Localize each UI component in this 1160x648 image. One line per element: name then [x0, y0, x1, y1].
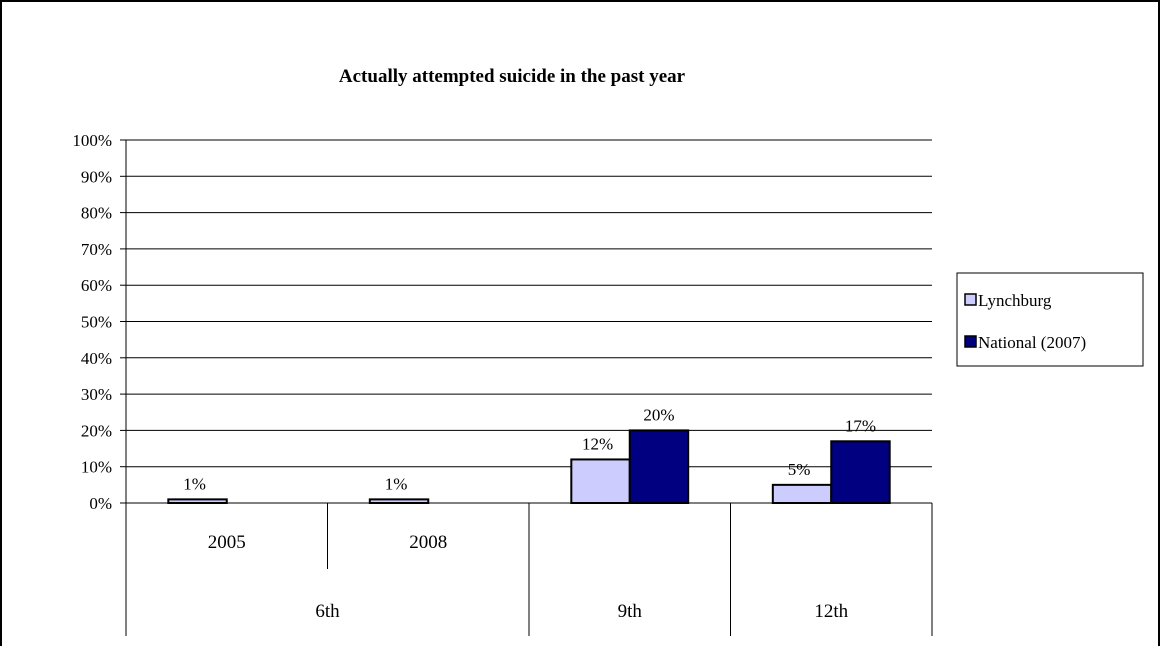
chart-title: Actually attempted suicide in the past y… — [339, 66, 686, 87]
x-category-label: 2008 — [409, 532, 447, 553]
data-label: 1% — [385, 474, 408, 493]
y-tick-label: 30% — [81, 385, 112, 404]
bar-national-2007- — [830, 440, 891, 505]
data-label: 17% — [845, 416, 876, 435]
y-tick-label: 60% — [81, 276, 112, 295]
bar-lynchburg — [771, 483, 833, 505]
bar-lynchburg — [368, 498, 430, 504]
x-group-label: 9th — [618, 601, 643, 622]
legend-swatch — [964, 293, 977, 306]
legend-label: National (2007) — [978, 333, 1086, 352]
data-label: 5% — [788, 460, 811, 479]
legend-label: Lynchburg — [978, 291, 1052, 310]
y-tick-label: 90% — [81, 167, 112, 186]
legend-box — [956, 272, 1144, 367]
bar-lynchburg — [167, 498, 228, 504]
legend: Lynchburg National (2007) — [956, 272, 1144, 367]
data-label: 20% — [643, 405, 674, 424]
y-tick-label: 20% — [81, 421, 112, 440]
data-label: 1% — [183, 474, 206, 493]
x-category-label: 2005 — [208, 532, 246, 553]
x-group-label: 6th — [315, 601, 340, 622]
y-tick-label: 80% — [81, 204, 112, 223]
data-label: 12% — [582, 434, 613, 453]
bar-lynchburg — [570, 458, 631, 505]
y-tick-label: 40% — [81, 349, 112, 368]
y-tick-label: 70% — [81, 240, 112, 259]
y-tick-label: 0% — [89, 494, 112, 513]
y-tick-label: 100% — [72, 131, 112, 150]
bar-national-2007- — [628, 429, 690, 504]
legend-swatch — [964, 335, 977, 348]
x-group-label: 12th — [814, 601, 848, 622]
y-tick-label: 10% — [81, 458, 112, 477]
y-tick-label: 50% — [81, 313, 112, 332]
